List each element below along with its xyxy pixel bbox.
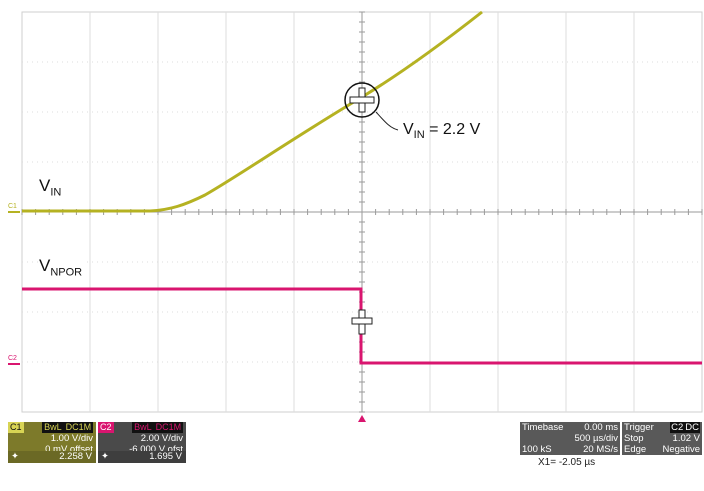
ch1-cursor-icon: ✦ xyxy=(11,451,19,462)
vin-annotation: VIN = 2.2 V xyxy=(403,121,481,142)
timebase-rate: 20 MS/s xyxy=(583,444,618,455)
trigger-mode: Stop xyxy=(624,433,644,444)
timebase-delay: 0.00 ms xyxy=(584,422,618,433)
annotation-leader xyxy=(375,111,399,131)
cursor-crosshair-icon[interactable] xyxy=(349,87,375,113)
ch2-cursor-icon: ✦ xyxy=(101,451,109,462)
trigger-slope: Negative xyxy=(662,444,701,455)
cursor-crosshair-lower-icon[interactable] xyxy=(351,309,373,335)
ch1-name: C1 xyxy=(8,422,24,433)
timebase-panel[interactable]: Timebase 0.00 ms 500 µs/div 100 kS 20 MS… xyxy=(520,422,620,455)
ch2-name: C2 xyxy=(98,422,114,433)
timebase-scale: 500 µs/div xyxy=(574,433,619,444)
trigger-level: 1.02 V xyxy=(672,433,700,444)
trigger-type: Edge xyxy=(624,444,647,455)
trigger-coupling: DC xyxy=(684,422,700,433)
cursor-circle[interactable] xyxy=(344,82,380,118)
c2-marker: C2 xyxy=(8,355,17,362)
trigger-marker-icon xyxy=(358,415,366,422)
trigger-panel[interactable]: Trigger C2 DC Stop 1.02 V Edge Negative xyxy=(622,422,702,455)
timebase-samples: 100 kS xyxy=(522,444,552,455)
ch1-offset: 0 mV offset xyxy=(45,444,93,455)
ch2-bwl: BwL xyxy=(132,422,154,433)
ch2-scale: 2.00 V/div xyxy=(140,433,183,444)
timebase-title: Timebase xyxy=(522,422,564,433)
ch2-cursor-readout: ✦ 1.695 V xyxy=(98,451,186,463)
trigger-source: C2 xyxy=(670,422,685,433)
ch1-coupling: DC1M xyxy=(63,422,94,433)
trigger-title: Trigger xyxy=(624,422,654,433)
ch1-cursor-readout: ✦ 2.258 V xyxy=(8,451,96,463)
c1-marker: C1 xyxy=(8,203,17,210)
ch1-scale: 1.00 V/div xyxy=(50,433,93,444)
ch1-bwl: BwL xyxy=(42,422,64,433)
vin-trace xyxy=(22,10,483,213)
cursor-x1-readout: X1= -2.05 µs xyxy=(538,457,596,468)
vin-label: VIN xyxy=(39,176,62,199)
vnpor-label: VNPOR xyxy=(39,256,87,279)
ch2-offset: -6.000 V ofst xyxy=(129,444,183,455)
ch2-coupling: DC1M xyxy=(153,422,184,433)
